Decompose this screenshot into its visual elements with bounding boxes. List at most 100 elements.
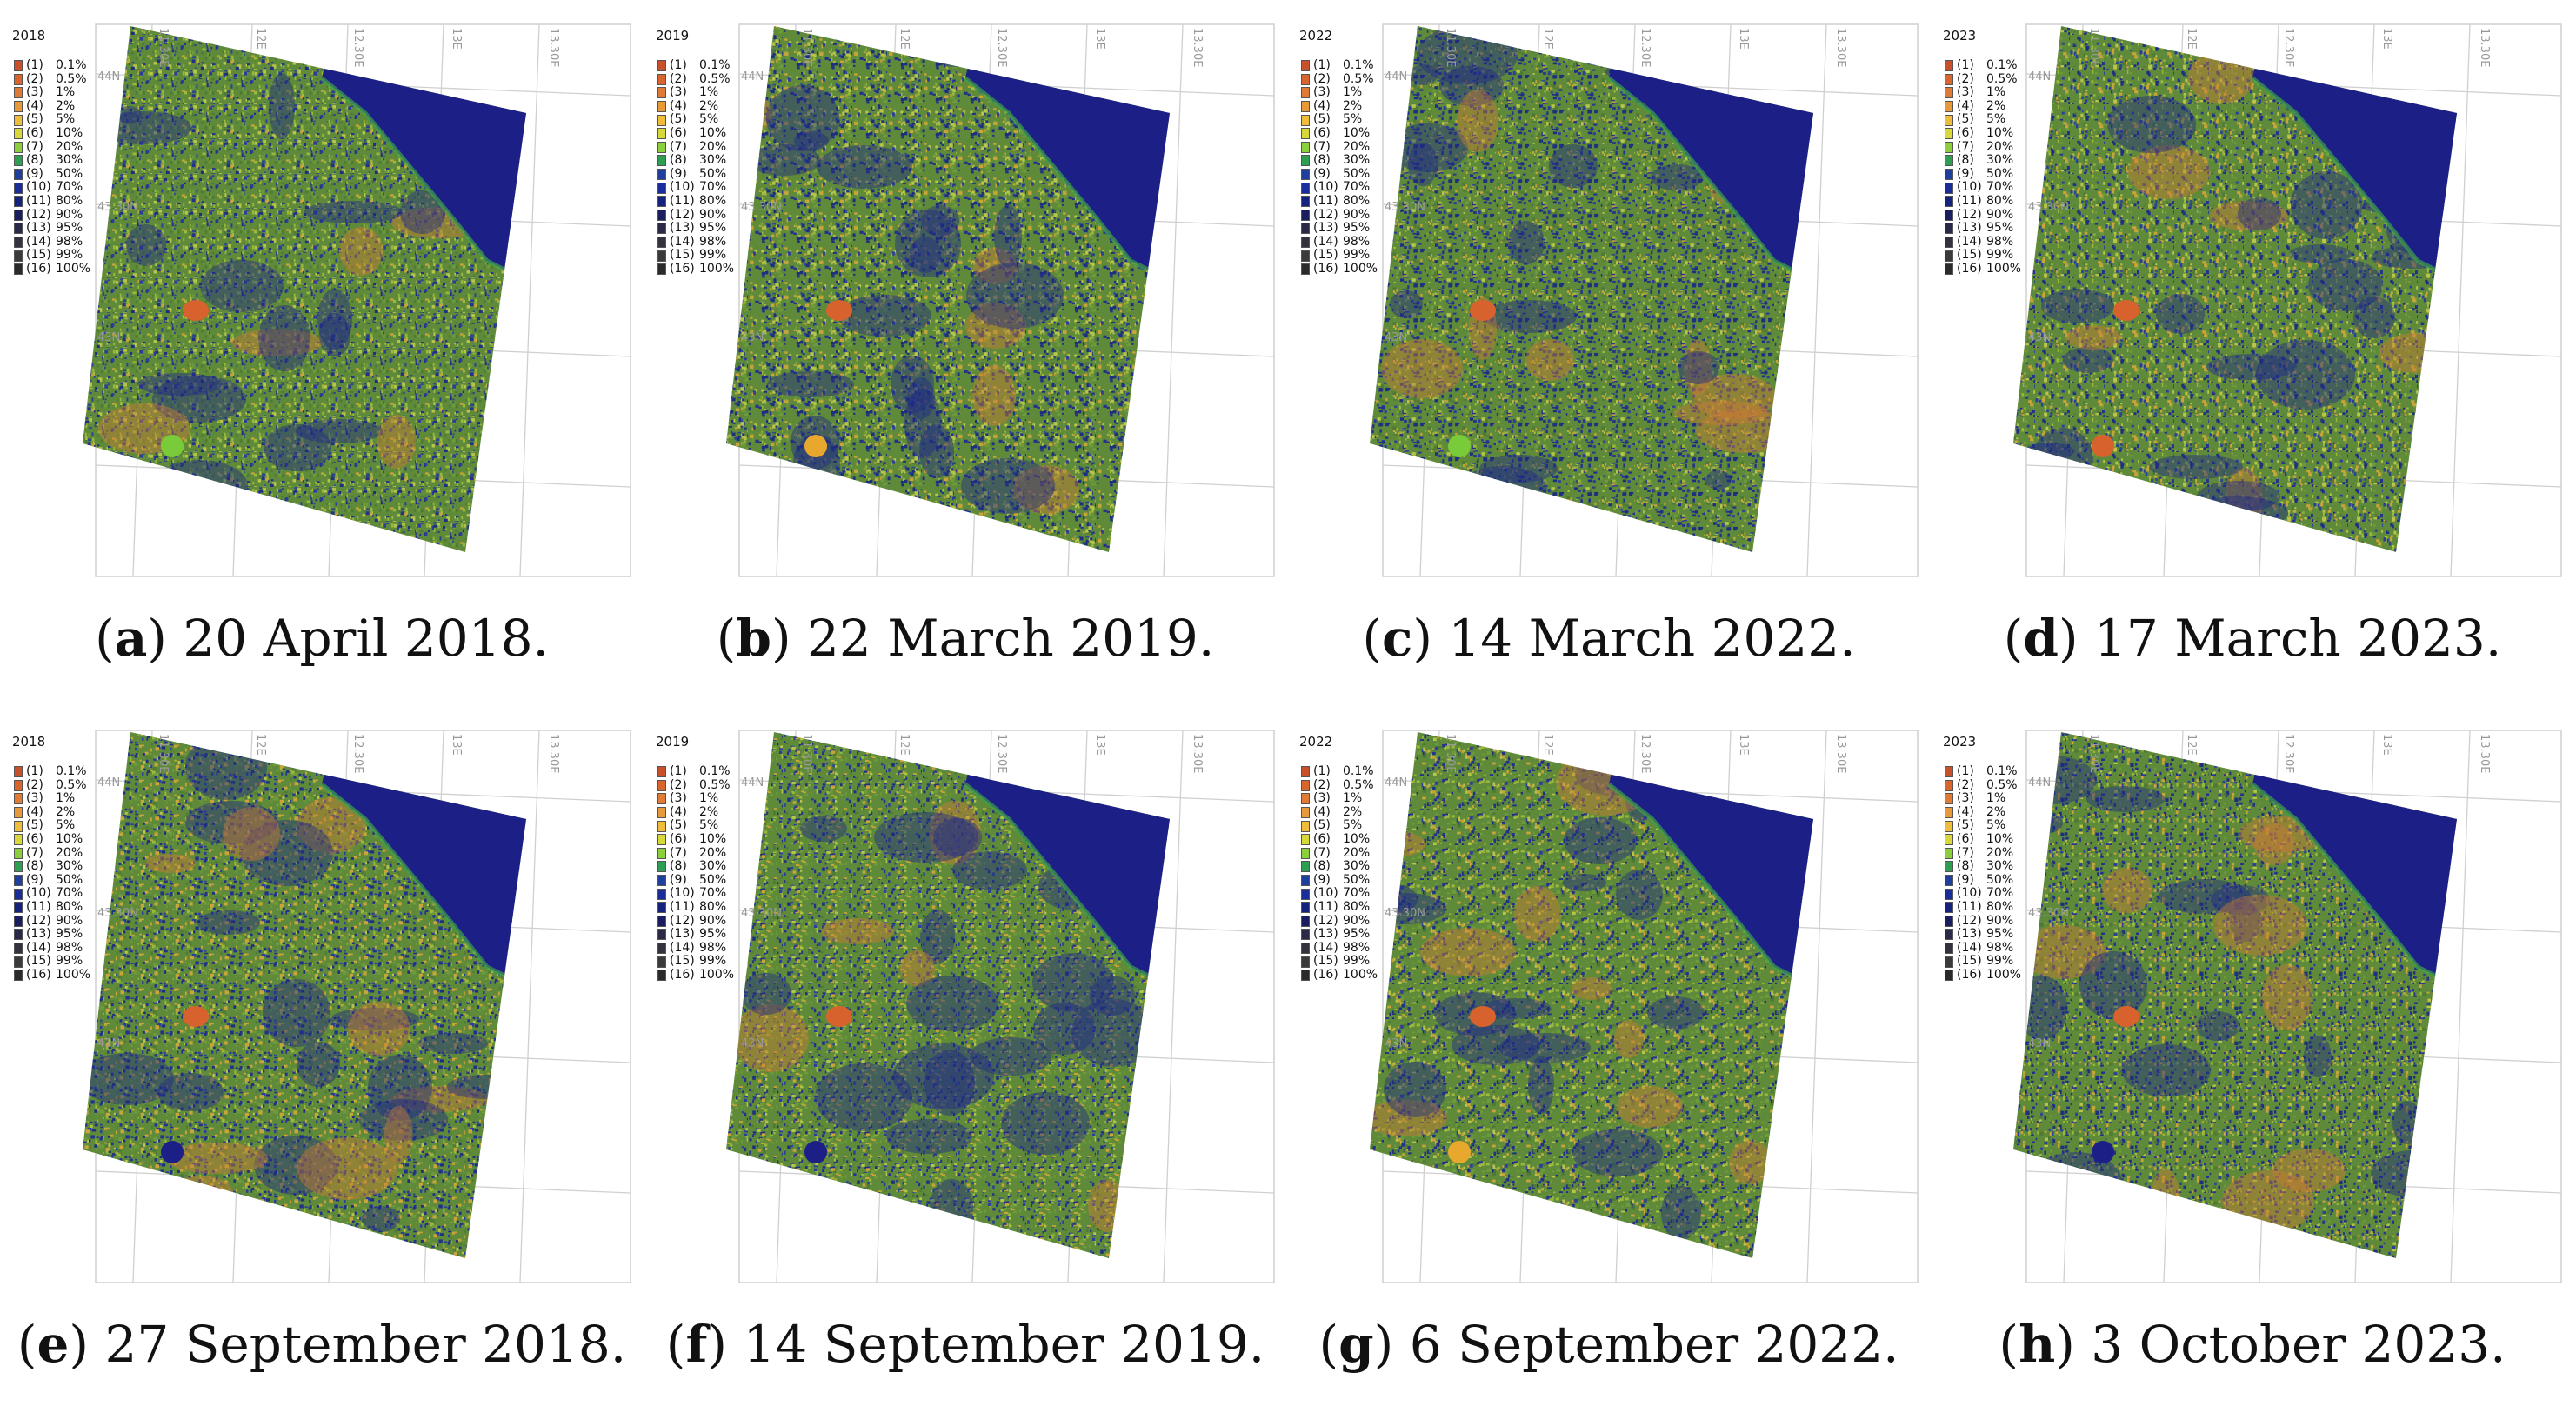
texture-patch: [952, 851, 1027, 890]
legend-swatch: [657, 223, 666, 235]
legend-value: 20%: [1986, 845, 2014, 860]
texture-patch: [2063, 347, 2113, 373]
legend-swatch: [1945, 820, 1953, 832]
legend-code: (1): [26, 58, 43, 72]
longitude-label: 12.30E: [2282, 28, 2295, 67]
legend-value: 50%: [699, 872, 727, 887]
texture-patch: [1528, 1056, 1554, 1114]
panel-caption: (e) 27 September 2018.: [17, 1315, 627, 1374]
legend-swatch: [1301, 60, 1310, 72]
texture-patch: [2206, 354, 2297, 380]
map-year-label: 2022: [1299, 28, 1333, 43]
legend-value: 30%: [56, 153, 83, 168]
lake-trasimeno: [826, 1006, 852, 1027]
legend-value: 0.5%: [1343, 777, 1374, 792]
legend-code: (6): [1957, 831, 1974, 846]
legend-value: 5%: [699, 112, 719, 127]
legend-item: (8) 30%: [14, 154, 90, 168]
legend-value: 95%: [1343, 927, 1371, 942]
legend-code: (3): [1957, 85, 1974, 100]
legend-swatch: [14, 114, 23, 126]
coastline: [1607, 77, 1813, 290]
legend-value: 98%: [699, 940, 727, 955]
legend-item: (5) 5%: [657, 113, 734, 127]
legend-value: 98%: [56, 234, 83, 249]
legend-value: 0.1%: [699, 764, 731, 778]
longitude-label: 11.30E: [1444, 28, 1457, 67]
legend-code: (16): [1957, 967, 1982, 982]
legend-swatch: [1301, 902, 1310, 914]
legend-swatch: [14, 169, 23, 181]
legend-item: (13) 95%: [1945, 928, 2021, 942]
texture-patch: [297, 797, 366, 853]
legend-swatch: [1945, 141, 1953, 153]
legend-code: (4): [670, 98, 687, 113]
texture-patch: [930, 1179, 973, 1236]
panel-date: 20 April 2018.: [166, 609, 549, 668]
legend-code: (8): [26, 859, 43, 874]
texture-patch: [364, 31, 419, 80]
longitude-label: 13.30E: [2478, 734, 2491, 773]
legend-item: (14) 98%: [1945, 941, 2021, 956]
texture-patch: [731, 92, 771, 134]
legend-swatch: [1301, 820, 1310, 832]
legend-value: 2%: [56, 98, 76, 113]
legend-swatch: [1945, 263, 1953, 276]
legend-swatch: [1301, 155, 1310, 167]
legend-item: (12) 90%: [1301, 208, 1378, 223]
legend-item: (9) 50%: [657, 167, 734, 182]
legend-code: (9): [26, 872, 43, 887]
texture-patch: [907, 377, 935, 419]
longitude-label: 12E: [254, 734, 267, 756]
legend-item: (11) 80%: [14, 900, 90, 915]
legend-item: (1) 0.1%: [14, 58, 90, 73]
legend-code: (11): [670, 193, 695, 208]
texture-patch: [377, 415, 416, 469]
legend-item: (1) 0.1%: [657, 58, 734, 73]
legend-code: (15): [26, 248, 51, 263]
legend-item: (1) 0.1%: [1301, 764, 1378, 779]
texture-patch: [800, 816, 847, 842]
map-image: 11.30E 12E 12.30E 13E 13.30E 44N 43.30N 43N: [726, 730, 1275, 1283]
legend-value: 50%: [1986, 166, 2014, 181]
probability-legend: (1) 0.1% (2) 0.5% (3) 1% (4) 2% (5) 5% (6) 10% (7) 20…: [1301, 764, 1378, 983]
texture-patch: [1033, 1003, 1096, 1055]
texture-patch: [2196, 1011, 2239, 1041]
texture-patch: [2222, 1170, 2314, 1233]
legend-value: 2%: [699, 804, 719, 819]
texture-patch: [258, 305, 310, 371]
legend-code: (1): [670, 58, 687, 72]
legend-value: 80%: [699, 193, 727, 208]
legend-value: 5%: [1343, 112, 1363, 127]
probability-legend: (1) 0.1% (2) 0.5% (3) 1% (4) 2% (5) 5% (6) 10% (7) 20…: [1945, 764, 2021, 983]
legend-swatch: [657, 766, 666, 778]
legend-swatch: [657, 141, 666, 153]
texture-patch: [994, 205, 1022, 268]
legend-code: (1): [1957, 764, 1974, 778]
legend-item: (1) 0.1%: [1945, 764, 2021, 779]
legend-code: (13): [26, 221, 51, 236]
texture-patch: [1090, 976, 1135, 1016]
legend-code: (1): [1313, 764, 1331, 778]
texture-patch: [152, 1197, 215, 1241]
legend-item: (14) 98%: [1945, 235, 2021, 250]
coastline: [320, 77, 526, 290]
legend-code: (9): [670, 872, 687, 887]
legend-item: (1) 0.1%: [1945, 58, 2021, 73]
texture-patch: [359, 1099, 448, 1141]
panel-caption: (d) 17 March 2023.: [2003, 609, 2502, 668]
longitude-label: 13.30E: [2478, 28, 2491, 67]
legend-item: (16) 100%: [1301, 262, 1378, 277]
texture-patch: [972, 365, 1016, 426]
legend-code: (11): [670, 899, 695, 914]
texture-patch: [874, 812, 978, 863]
legend-code: (6): [1313, 125, 1331, 140]
legend-swatch: [14, 60, 23, 72]
legend-item: (12) 90%: [657, 208, 734, 223]
texture-patch: [1479, 455, 1558, 483]
legend-code: (14): [26, 940, 51, 955]
latitude-label: 43.30N: [97, 907, 138, 920]
texture-patch: [1525, 339, 1574, 381]
texture-patch: [1439, 66, 1504, 106]
satellite-scene: [1370, 732, 1813, 1258]
